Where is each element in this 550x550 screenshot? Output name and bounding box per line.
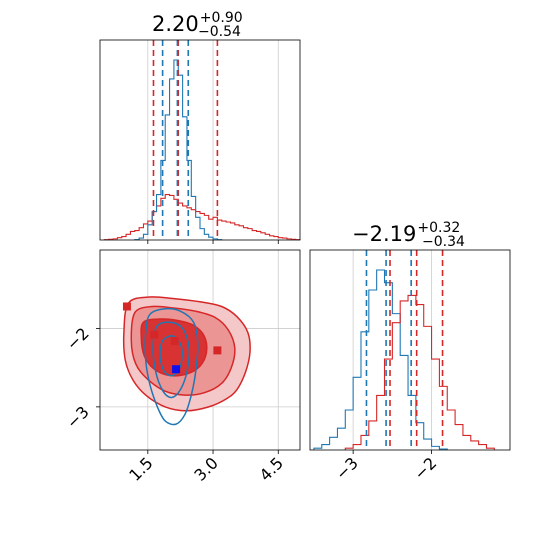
- red-marker: [170, 336, 179, 345]
- p3-hist-red: [344, 294, 495, 450]
- param2-title-minus: −0.34: [422, 234, 465, 250]
- joint-ytick-label: −2: [63, 324, 93, 354]
- p1-hist-blue: [134, 59, 223, 241]
- param2-title-value: −2.19: [352, 222, 416, 246]
- blue-contour-outer: [144, 307, 199, 426]
- param2-xtick-label: −2: [410, 453, 440, 483]
- joint-frame: [99, 249, 301, 451]
- param2-marginal-panel: −2.19+0.32 −0.34: [309, 220, 511, 454]
- p3-hist-blue: [313, 269, 448, 450]
- joint-xtick-label: 3.0: [190, 453, 221, 484]
- param1-title: 2.20+0.90 −0.54: [152, 10, 243, 40]
- blue-marker: [172, 365, 181, 374]
- p1-hist-red: [103, 193, 301, 241]
- joint-panel: [96, 249, 301, 454]
- param1-marginal-frame: [99, 39, 301, 241]
- joint-xtick-label: 4.5: [256, 453, 287, 484]
- red-contour-inner: [140, 318, 208, 377]
- param1-title-plus: +0.90: [200, 10, 243, 26]
- blue-contour-middle: [152, 321, 191, 399]
- param2-title-plus: +0.32: [417, 220, 460, 236]
- param2-xtick-label: −3: [332, 453, 362, 483]
- red-marker: [150, 330, 159, 339]
- red-contour-middle: [130, 305, 236, 396]
- joint-ytick-label: −3: [63, 402, 93, 432]
- red-marker: [213, 346, 222, 355]
- param1-title-value: 2.20: [152, 12, 199, 36]
- param1-title-minus: −0.54: [198, 24, 241, 40]
- param2-marginal-frame: [309, 249, 511, 451]
- param1-marginal-panel: 2.20+0.90 −0.54: [99, 10, 301, 244]
- param2-title: −2.19+0.32 −0.34: [352, 220, 465, 250]
- joint-xtick-label: 1.5: [125, 453, 156, 484]
- red-contour-outer: [122, 296, 251, 412]
- red-marker: [122, 302, 131, 311]
